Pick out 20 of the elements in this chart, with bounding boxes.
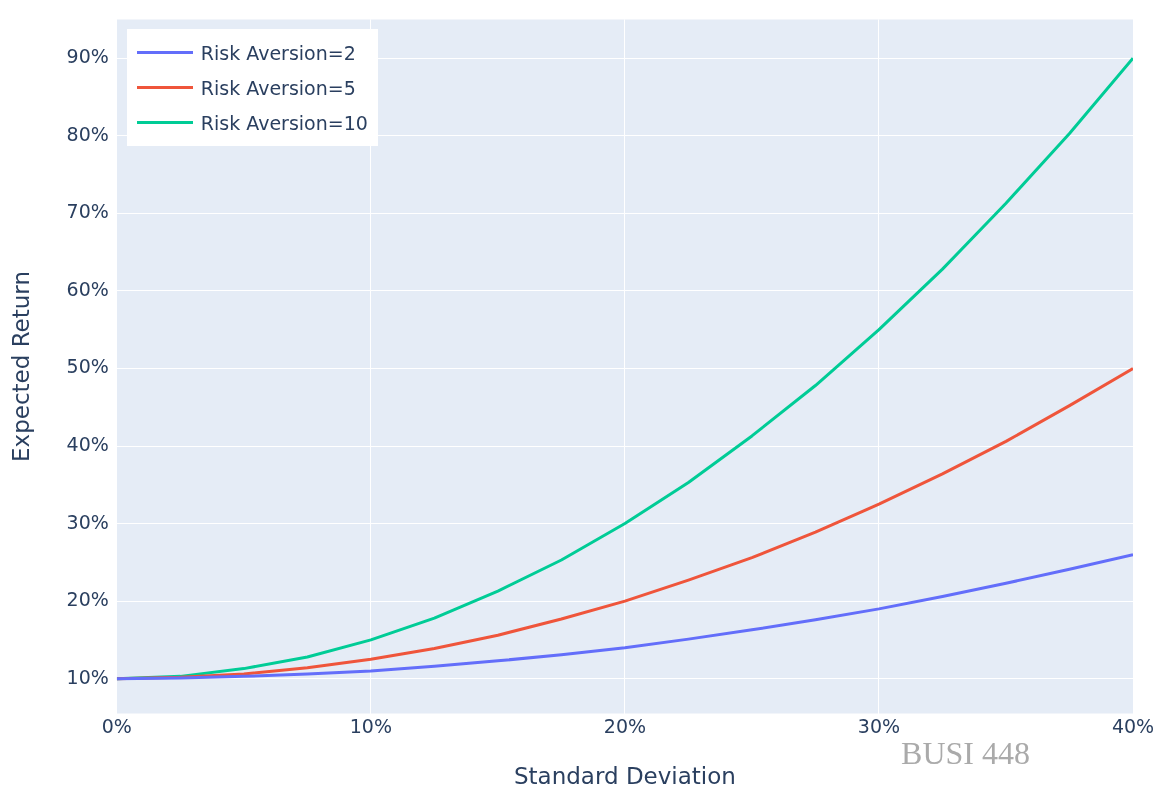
text: BUSI 448 (901, 735, 1030, 772)
legend-label: Risk Aversion=10 (200, 111, 368, 134)
y-tick-label: 30% (66, 510, 109, 533)
x-tick-label: 10% (349, 714, 392, 737)
y-tick-label: 20% (66, 588, 109, 611)
x-axis-title: Standard Deviation (513, 763, 736, 790)
x-tick-label: 20% (603, 714, 647, 737)
x-tick-label: 30% (857, 714, 901, 737)
y-tick-label: 10% (66, 665, 109, 688)
y-tick-label: 70% (66, 200, 109, 223)
y-tick-label: 50% (66, 355, 109, 378)
x-tick-label: 40% (1111, 714, 1155, 737)
y-tick-label: 40% (66, 432, 109, 455)
y-tick-label: 60% (66, 277, 109, 300)
y-tick-label: 80% (66, 122, 109, 145)
legend-label: Risk Aversion=5 (200, 76, 356, 99)
y-tick-label: 90% (66, 45, 109, 68)
legend-label: Risk Aversion=2 (200, 41, 356, 64)
x-tick-label: 0% (101, 714, 132, 737)
y-axis-title: Expected Return (7, 271, 34, 462)
